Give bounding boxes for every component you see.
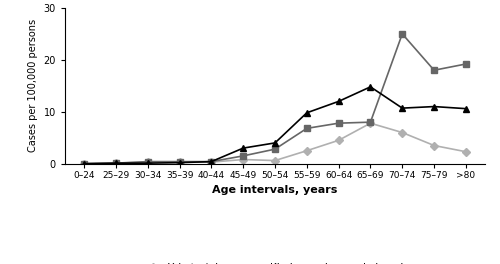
Line: Khabarovsk: Khabarovsk bbox=[80, 30, 469, 167]
X-axis label: Age intervals, years: Age intervals, years bbox=[212, 185, 338, 195]
Yekaterinburg bbox=[336, 139, 342, 142]
Khabarovsk bbox=[336, 122, 342, 125]
Yekaterinburg bbox=[431, 144, 437, 147]
Khabarovsk bbox=[272, 148, 278, 151]
Khabarovsk bbox=[400, 32, 406, 35]
Khabarovsk bbox=[208, 160, 214, 163]
Luhansk bbox=[144, 162, 150, 165]
Khabarovsk bbox=[463, 62, 469, 65]
Yekaterinburg bbox=[81, 162, 87, 165]
Khabarovsk bbox=[113, 162, 119, 165]
Luhansk bbox=[81, 162, 87, 165]
Khabarovsk bbox=[431, 69, 437, 72]
Luhansk bbox=[304, 111, 310, 114]
Luhansk bbox=[368, 85, 374, 88]
Yekaterinburg bbox=[208, 161, 214, 164]
Yekaterinburg bbox=[463, 150, 469, 153]
Luhansk bbox=[208, 160, 214, 163]
Yekaterinburg bbox=[400, 131, 406, 134]
Khabarovsk bbox=[368, 121, 374, 124]
Line: Luhansk: Luhansk bbox=[80, 83, 469, 167]
Luhansk bbox=[272, 141, 278, 144]
Legend: Yekaterinburg, Khabarovsk, Luhansk: Yekaterinburg, Khabarovsk, Luhansk bbox=[140, 259, 410, 264]
Yekaterinburg bbox=[176, 161, 182, 164]
Yekaterinburg bbox=[240, 158, 246, 161]
Khabarovsk bbox=[144, 160, 150, 163]
Yekaterinburg bbox=[304, 149, 310, 152]
Luhansk bbox=[463, 107, 469, 110]
Khabarovsk bbox=[304, 127, 310, 130]
Luhansk bbox=[113, 162, 119, 165]
Khabarovsk bbox=[81, 162, 87, 165]
Line: Yekaterinburg: Yekaterinburg bbox=[82, 120, 468, 167]
Yekaterinburg bbox=[113, 162, 119, 165]
Khabarovsk bbox=[240, 154, 246, 157]
Luhansk bbox=[240, 147, 246, 150]
Luhansk bbox=[176, 161, 182, 164]
Yekaterinburg bbox=[272, 159, 278, 162]
Y-axis label: Cases per 100,000 persons: Cases per 100,000 persons bbox=[28, 19, 38, 152]
Luhansk bbox=[336, 100, 342, 103]
Khabarovsk bbox=[176, 160, 182, 163]
Luhansk bbox=[400, 107, 406, 110]
Luhansk bbox=[431, 105, 437, 108]
Yekaterinburg bbox=[144, 161, 150, 164]
Yekaterinburg bbox=[368, 122, 374, 125]
